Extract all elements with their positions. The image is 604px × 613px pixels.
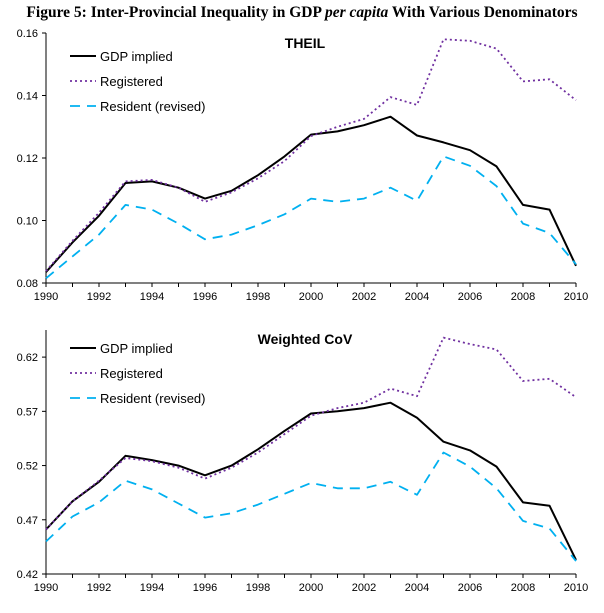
series-line-registered (45, 38, 577, 272)
y-tick-label: 0.47 (17, 515, 38, 527)
x-tick-label: 1992 (87, 582, 111, 594)
series-line-registered (45, 336, 577, 531)
x-tick-label: 1996 (193, 291, 217, 303)
legend-label-registered: Registered (100, 366, 163, 381)
legend-label-registered: Registered (100, 74, 163, 89)
y-tick-label: 0.16 (17, 28, 38, 40)
series-line-gdp-implied (45, 401, 577, 561)
series-line-gdp-implied (45, 115, 577, 273)
x-tick-label: 2006 (458, 582, 482, 594)
weighted-cov-chart: 0.42 0.47 0.52 0.57 0.62 1990 1992 1994 1996 1998… (17, 330, 588, 594)
x-tick-label: 2000 (299, 291, 323, 303)
y-tick-label: 0.42 (17, 569, 38, 581)
x-tick-label: 2000 (299, 582, 323, 594)
x-tick-label: 2006 (458, 291, 482, 303)
series-line-resident (45, 451, 577, 562)
legend-label-gdp-implied: GDP implied (100, 49, 173, 64)
theil-chart: 0.08 0.10 0.12 0.14 0.16 1990 1992 1994 1996 1998… (17, 28, 589, 303)
legend-label-gdp-implied: GDP implied (100, 341, 173, 356)
x-tick-label: 2010 (564, 291, 588, 303)
x-tick-label: 1998 (246, 582, 270, 594)
series-line-resident (45, 155, 577, 279)
x-tick-label: 1996 (193, 582, 217, 594)
x-tick-label: 2002 (352, 291, 376, 303)
y-tick-label: 0.14 (17, 91, 38, 103)
x-tick-label: 2008 (511, 582, 535, 594)
y-tick-label: 0.57 (17, 406, 38, 418)
legend-label-resident: Resident (revised) (100, 99, 206, 114)
chart-title: Weighted CoV (258, 331, 353, 347)
figure-title: Figure 5: Inter-Provincial Inequality in… (26, 4, 578, 21)
x-tick-label: 1992 (87, 291, 111, 303)
y-tick-label: 0.12 (17, 153, 38, 165)
x-tick-label: 2002 (352, 582, 376, 594)
x-tick-label: 2004 (405, 291, 429, 303)
x-tick-label: 2008 (511, 291, 535, 303)
y-tick-label: 0.62 (17, 352, 38, 364)
y-tick-label: 0.08 (17, 278, 38, 290)
x-tick-label: 1998 (246, 291, 270, 303)
x-tick-label: 1994 (140, 582, 164, 594)
x-tick-label: 2004 (405, 582, 429, 594)
chart-title: THEIL (285, 35, 326, 51)
x-tick-label: 1994 (140, 291, 164, 303)
legend-label-resident: Resident (revised) (100, 391, 206, 406)
x-tick-label: 1990 (34, 582, 58, 594)
y-tick-label: 0.52 (17, 461, 38, 473)
x-tick-label: 1990 (34, 291, 58, 303)
x-tick-label: 2010 (564, 582, 588, 594)
y-tick-label: 0.10 (17, 216, 38, 228)
